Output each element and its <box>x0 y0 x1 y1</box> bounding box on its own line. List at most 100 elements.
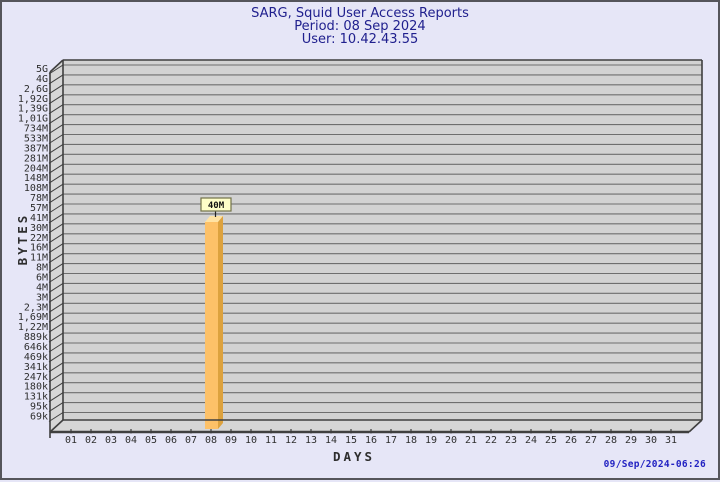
y-tick-label: 148M <box>24 173 48 184</box>
y-tick <box>48 402 64 412</box>
y-tick <box>48 342 64 353</box>
y-tick-label: 4M <box>36 282 48 293</box>
x-tick-label: 04 <box>125 435 137 446</box>
y-tick-label: 3M <box>36 292 48 303</box>
y-tick-label: 1,69M <box>18 312 48 323</box>
x-tick-label: 10 <box>245 435 257 446</box>
report-period: Period: 08 Sep 2024 <box>294 19 426 34</box>
y-tick <box>48 372 64 383</box>
y-tick-label: 734M <box>24 124 48 135</box>
y-tick <box>48 203 64 214</box>
x-tick-label: 21 <box>465 435 477 446</box>
x-tick-label: 01 <box>65 435 77 446</box>
report-user: User: 10.42.43.55 <box>301 32 419 47</box>
bar-top-face <box>205 216 223 222</box>
x-tick-label: 19 <box>425 435 437 446</box>
chart-frame <box>49 59 703 438</box>
y-tick <box>48 134 64 144</box>
y-tick <box>48 312 64 323</box>
y-tick-label: 41M <box>30 213 48 224</box>
bar-day-08 <box>205 216 223 429</box>
y-tick-label: 281M <box>24 153 48 164</box>
y-tick <box>48 352 64 363</box>
y-tick-label: 16M <box>30 243 48 254</box>
y-tick-label: 204M <box>24 163 48 174</box>
y-tick-label: 2,3M <box>24 302 48 313</box>
bar-side-face <box>218 216 223 429</box>
y-tick <box>48 283 64 293</box>
y-tick-label: 4G <box>36 74 48 85</box>
y-tick-label: 646k <box>24 342 48 353</box>
y-tick-label: 180k <box>24 382 48 393</box>
x-tick-label: 05 <box>145 435 157 446</box>
y-tick <box>48 213 64 224</box>
y-tick-label: 131k <box>24 392 48 403</box>
y-tick <box>48 94 64 105</box>
y-tick <box>48 64 64 75</box>
floor-left-diagonal <box>49 419 64 433</box>
x-tick-label: 27 <box>585 435 597 446</box>
bar-front-face <box>205 222 218 429</box>
y-tick-label: 247k <box>24 372 48 383</box>
x-tick-label: 16 <box>365 435 377 446</box>
y-tick-label: 387M <box>24 143 48 154</box>
x-tick-label: 29 <box>625 435 637 446</box>
y-tick <box>48 114 64 125</box>
y-tick-label: 108M <box>24 183 48 194</box>
x-axis-tick-labels: 01 02 03 04 05 06 07 08 09 10 11 12 13 14 15 16 17 18 19 20… <box>65 435 677 446</box>
x-tick-label: 20 <box>445 435 457 446</box>
y-tick-label: 30M <box>30 223 48 234</box>
y-tick <box>48 253 64 264</box>
x-tick-label: 24 <box>525 435 537 446</box>
y-tick <box>48 223 64 234</box>
y-tick <box>48 292 64 303</box>
y-tick <box>48 362 64 373</box>
x-tick-label: 03 <box>105 435 117 446</box>
y-axis-tick-labels: 5G4G2,6G1,92G1,39G1,01G734M533M387M281M2… <box>18 64 48 423</box>
y-tick <box>48 173 64 184</box>
horizontal-gridlines <box>63 64 702 414</box>
x-tick-label: 09 <box>225 435 237 446</box>
bar-label-box <box>200 197 232 212</box>
y-axis-title: BYTES <box>15 213 30 266</box>
x-tick-label: 14 <box>325 435 337 446</box>
y-tick-label: 2,6G <box>24 84 48 95</box>
plot-area <box>63 60 702 420</box>
x-tick-label: 11 <box>265 435 277 446</box>
x-tick-label: 28 <box>605 435 617 446</box>
y-tick <box>48 84 64 95</box>
bar-value-label: 40M <box>208 201 225 211</box>
y-tick <box>48 153 64 164</box>
y-tick-label: 1,01G <box>18 114 48 125</box>
y-tick-label: 1,39G <box>18 104 48 115</box>
x-axis-title: DAYS <box>333 449 375 464</box>
page-title: SARG, Squid User Access Reports <box>251 6 469 21</box>
y-tick <box>48 74 64 85</box>
y-tick-label: 11M <box>30 253 48 264</box>
x-tick-label: 06 <box>165 435 177 446</box>
report-header: SARG, Squid User Access Reports Period: … <box>2 7 718 46</box>
x-tick-label: 12 <box>285 435 297 446</box>
x-tick-label: 07 <box>185 435 197 446</box>
y-axis-wall-ticks <box>48 64 64 422</box>
y-tick <box>48 193 64 204</box>
y-tick-label: 95k <box>30 402 48 413</box>
y-tick <box>48 183 64 194</box>
y-tick <box>48 263 64 273</box>
x-tick-label: 18 <box>405 435 417 446</box>
x-tick-label: 08 <box>205 435 217 446</box>
x-tick-label: 30 <box>645 435 657 446</box>
y-tick-label: 533M <box>24 134 48 145</box>
x-tick-label: 17 <box>385 435 397 446</box>
x-tick-label: 02 <box>85 435 97 446</box>
chart-floor <box>50 420 702 432</box>
y-tick <box>48 332 64 343</box>
x-tick-label: 23 <box>505 435 517 446</box>
y-tick <box>48 124 64 134</box>
y-tick <box>48 243 64 254</box>
x-tick-label: 15 <box>345 435 357 446</box>
y-tick-label: 1,92G <box>18 94 48 105</box>
y-tick-label: 1,22M <box>18 322 48 333</box>
y-tick-label: 469k <box>24 352 48 363</box>
